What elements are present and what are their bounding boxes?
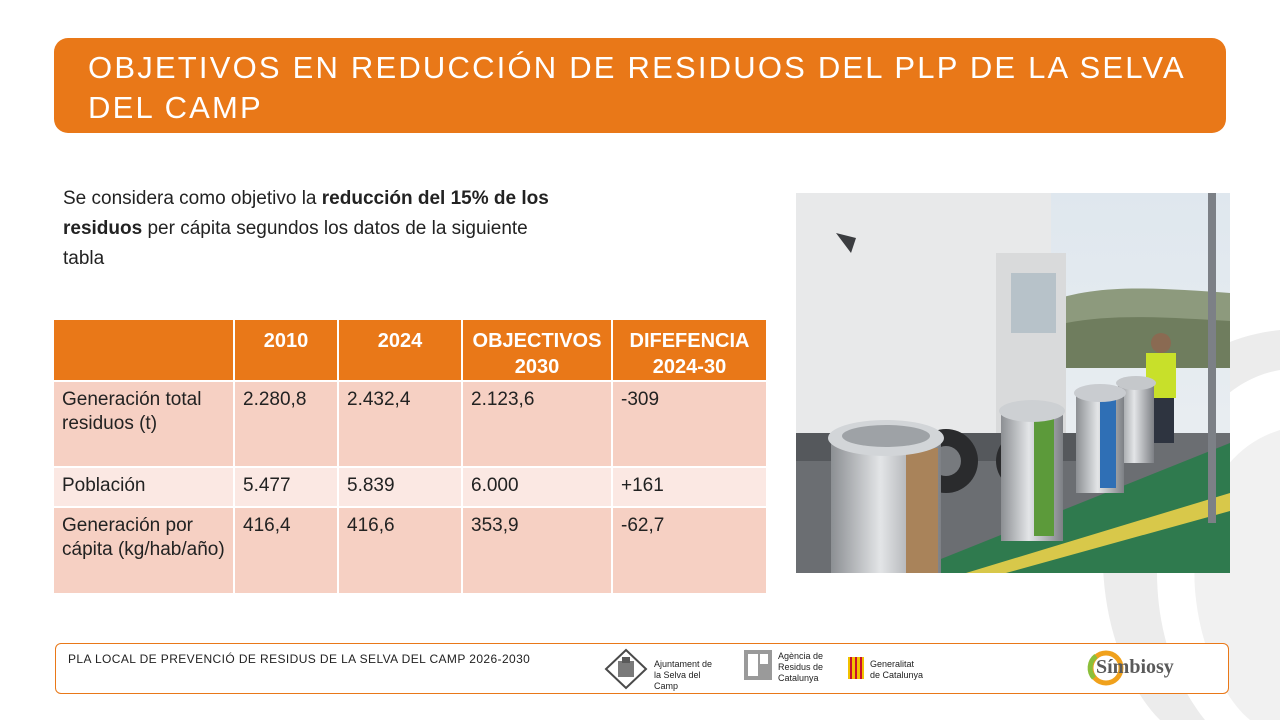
ajuntament-shield-icon xyxy=(604,648,648,690)
simbiosy-ring-icon xyxy=(1087,650,1124,686)
generalitat-line2: de Catalunya xyxy=(870,670,924,680)
table-row: Generación por cápita (kg/hab/año) 416,4… xyxy=(54,506,766,593)
senyera-icon xyxy=(848,657,864,679)
table-cell: 2.432,4 xyxy=(337,380,462,467)
table-cell: -62,7 xyxy=(611,506,766,593)
table-cell: 2.280,8 xyxy=(233,380,338,467)
table-cell: -309 xyxy=(611,380,766,467)
table-cell: 5.477 xyxy=(233,466,338,507)
table-header-cell: 2024 xyxy=(337,320,462,381)
table-header-row: 2010 2024 OBJECTIVOS 2030 DIFEFENCIA 202… xyxy=(54,320,766,381)
table-cell-label: Generación total residuos (t) xyxy=(54,380,234,467)
table-cell-label: Población xyxy=(54,466,234,507)
footer-bar: PLA LOCAL DE PREVENCIÓ DE RESIDUS DE LA … xyxy=(55,643,1229,694)
simbiosy-wordmark: Símbiosy xyxy=(1096,656,1174,678)
table-header-cell xyxy=(54,320,234,381)
table-cell-label: Generación por cápita (kg/hab/año) xyxy=(54,506,234,593)
table-cell: 416,4 xyxy=(233,506,338,593)
table-cell: 416,6 xyxy=(337,506,462,593)
title-banner: OBJETIVOS EN REDUCCIÓN DE RESIDUOS DEL P… xyxy=(54,38,1226,133)
agencia-line1: Agència de xyxy=(778,651,824,661)
table-cell: 6.000 xyxy=(461,466,612,507)
generalitat-logo: Generalitat de Catalunya xyxy=(848,654,944,684)
generalitat-line1: Generalitat xyxy=(870,659,915,669)
ajuntament-logo: Ajuntament de la Selva del Camp xyxy=(604,648,714,691)
table-header-cell: OBJECTIVOS 2030 xyxy=(461,320,612,381)
ajuntament-line1: Ajuntament de xyxy=(654,659,713,669)
table-header-cell: DIFEFENCIA 2024-30 xyxy=(611,320,766,381)
data-table: 2010 2024 OBJECTIVOS 2030 DIFEFENCIA 202… xyxy=(54,320,766,593)
table-cell: 353,9 xyxy=(461,506,612,593)
footer-text: PLA LOCAL DE PREVENCIÓ DE RESIDUS DE LA … xyxy=(68,652,531,666)
table-cell: +161 xyxy=(611,466,766,507)
intro-paragraph: Se considera como objetivo la reducción … xyxy=(63,184,553,274)
simbiosy-logo: Símbiosy xyxy=(1086,648,1196,688)
page-title: OBJETIVOS EN REDUCCIÓN DE RESIDUOS DEL P… xyxy=(88,50,1185,125)
table-cell: 2.123,6 xyxy=(461,380,612,467)
table-header-cell: 2010 xyxy=(233,320,338,381)
intro-text-end: per cápita segundos los datos de la sigu… xyxy=(63,218,528,269)
intro-text-start: Se considera como objetivo la xyxy=(63,188,322,209)
photo-waste-containers xyxy=(796,193,1230,573)
intro-text-bold: reducción del 15% de los residuos xyxy=(63,188,549,239)
agencia-residus-logo: Agència de Residus de Catalunya xyxy=(744,650,840,688)
ajuntament-line2: la Selva del Camp xyxy=(654,670,701,691)
table-row: Población 5.477 5.839 6.000 +161 xyxy=(54,466,766,507)
agencia-line3: Catalunya xyxy=(778,673,819,683)
table-row: Generación total residuos (t) 2.280,8 2.… xyxy=(54,380,766,467)
agencia-emblem-icon xyxy=(744,650,772,680)
agencia-line2: Residus de xyxy=(778,662,824,672)
table-cell: 5.839 xyxy=(337,466,462,507)
